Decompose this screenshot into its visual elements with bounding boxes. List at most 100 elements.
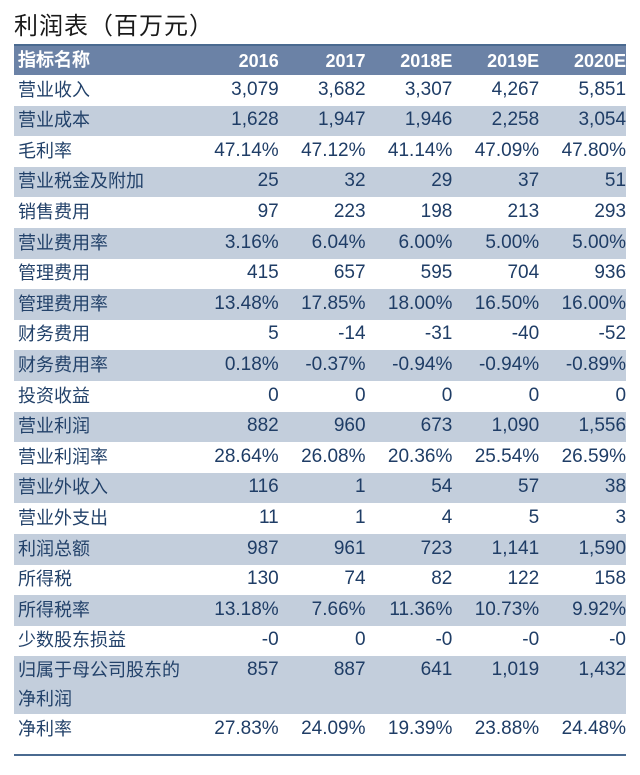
row-value: 54 [431,476,453,498]
row-value: 1,946 [404,109,453,131]
row-value: -0.94% [392,353,453,375]
row-value: 198 [420,200,453,222]
row-value: 0 [354,629,366,651]
table-row: 营业利润 882 960 673 1,090 1,556 [14,411,627,443]
row-value: 595 [420,262,453,284]
row-value: 5,851 [578,78,627,100]
row-value: 4,267 [491,78,540,100]
row-value: 415 [247,262,279,284]
row-value: 51 [604,170,627,192]
table-title: 利润表（百万元） [14,12,214,40]
table-row: 营业成本 1,628 1,947 1,946 2,258 3,054 [14,105,627,137]
header-2019e: 2019E [487,50,540,71]
row-value: 3,307 [404,78,453,100]
row-value: 1,628 [231,109,279,131]
row-value: 3.16% [224,231,279,253]
row-value: 38 [604,476,627,498]
row-value: 32 [344,170,366,192]
row-label: 所得税 [18,569,72,591]
table-row: 管理费用率 13.48% 17.85% 18.00% 16.50% 16.00% [14,289,626,320]
row-value: 3,682 [317,78,366,100]
row-value: 223 [333,200,366,222]
row-value: 122 [507,568,540,590]
table-row: 销售费用 97 223 198 213 293 [14,197,626,228]
row-value: 28.64% [214,445,279,467]
row-value: 673 [420,415,453,437]
row-value: -0 [435,629,453,651]
row-value: 25 [257,170,279,192]
row-value: 18.00% [387,292,453,314]
row-value: -0.89% [565,353,627,375]
row-value: 293 [594,200,627,222]
row-value: 29 [431,170,453,192]
row-label: 管理费用 [18,263,90,285]
row-value: 0 [615,384,627,406]
row-value: 47.09% [474,139,540,161]
row-value: 11.36% [389,598,453,620]
row-value: -0.37% [305,353,366,375]
row-label: 利润总额 [18,538,90,560]
header-2017: 2017 [325,50,366,71]
table-row: 财务费用 5 -14 -31 -40 -52 [14,320,626,351]
row-label: 投资收益 [18,385,90,407]
row-value: 47.80% [561,139,627,161]
row-value: 13.18% [214,598,279,620]
row-value: 3,054 [578,109,627,131]
row-value: 5 [268,323,279,345]
row-value: 26.08% [301,445,366,467]
table-row: 归属于母公司股东的净利润 857 887 641 1,019 1,432 [14,656,626,715]
row-value: 5 [528,506,540,528]
row-value: 704 [507,262,540,284]
row-value: 1,141 [491,537,540,559]
row-value: 19.39% [387,717,453,739]
table-row: 管理费用 415 657 595 704 936 [14,259,626,290]
row-value: -0 [609,629,627,651]
row-label: 财务费用率 [18,354,108,376]
table-header-row: 指标名称 2016 2017 2018E 2019E 2020E [14,44,626,75]
row-label: 营业费用率 [18,232,108,254]
row-value: 1 [354,476,366,498]
row-value: 1,019 [491,659,540,681]
row-value: -31 [424,323,453,345]
row-value: 5.00% [572,231,627,253]
row-label: 所得税率 [18,599,90,621]
row-value: 641 [420,659,453,681]
row-value: 936 [594,262,627,284]
row-value: 657 [333,262,366,284]
row-label: 营业利润率 [18,446,108,468]
row-value: 24.48% [561,717,627,739]
row-label: 毛利率 [18,140,72,162]
row-value: 887 [333,659,366,681]
row-label: 净利率 [18,718,72,740]
row-value: 987 [247,537,279,559]
table-row: 净利率 27.83% 24.09% 19.39% 23.88% 24.48% [14,714,626,745]
table-row: 所得税 130 74 82 122 158 [14,565,626,596]
row-value: 1,556 [578,415,627,437]
row-value: 6.04% [311,231,366,253]
row-value: -52 [598,323,627,345]
row-value: 116 [248,476,279,498]
header-2016: 2016 [238,50,279,71]
table-bottom-border [14,754,626,756]
row-value: 27.83% [214,717,279,739]
row-label: 营业税金及附加 [18,171,144,193]
table-row: 营业利润率 28.64% 26.08% 20.36% 25.54% 26.59% [14,442,626,473]
row-value: 9.92% [572,598,627,620]
row-value: 882 [247,415,279,437]
row-value: 20.36% [387,445,453,467]
row-label: 归属于母公司股东的净利润 [18,660,180,711]
row-value: 1 [354,506,366,528]
row-value: 74 [344,568,366,590]
table-row: 营业税金及附加 25 32 29 37 51 [14,166,627,198]
row-label: 营业外收入 [18,477,108,499]
table-row: 财务费用率 0.18% -0.37% -0.94% -0.94% -0.89% [14,350,626,381]
table-row: 利润总额 987 961 723 1,141 1,590 [14,533,626,565]
row-value: 16.50% [474,292,540,314]
row-value: 961 [333,537,366,559]
row-value: 1,947 [317,109,366,131]
row-value: 158 [594,568,627,590]
row-value: 57 [518,476,540,498]
row-label: 销售费用 [18,201,90,223]
row-value: -0 [522,629,540,651]
row-value: 17.85% [301,292,366,314]
